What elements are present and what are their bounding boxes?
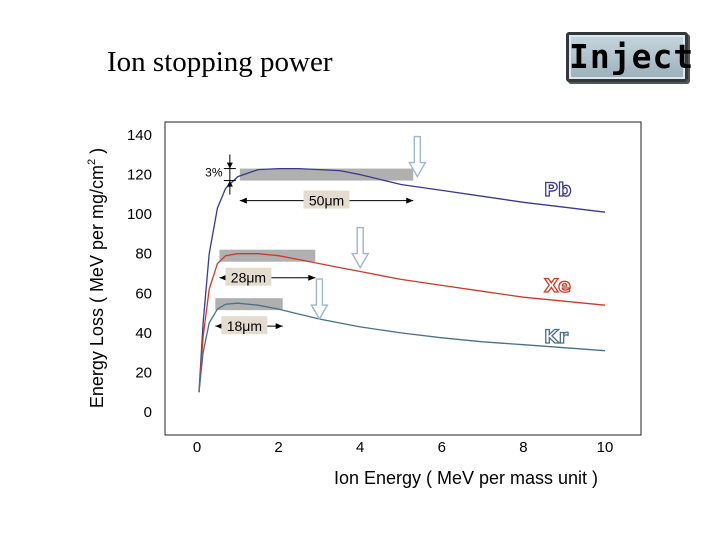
series-line-kr [198, 302, 606, 393]
variation-label: 3% [205, 166, 223, 180]
y-tick-label: 20 [135, 364, 152, 381]
range-label-pb: 50μm [309, 193, 344, 209]
x-tick-label: 6 [438, 439, 446, 456]
series-line-xe [198, 253, 606, 393]
range-label-kr: 18μm [227, 318, 262, 334]
range-label-box [303, 190, 350, 209]
slide-title: Ion stopping power [107, 46, 333, 78]
x-tick-label: 8 [519, 439, 527, 456]
series-line-pb [198, 167, 606, 393]
range-end-arrow-xe [350, 226, 370, 269]
series-label-kr: Kr [544, 326, 569, 348]
range-label-xe: 28μm [231, 270, 266, 286]
y-tick-label: 140 [127, 127, 152, 144]
x-axis-label: Ion Energy ( MeV per mass unit ) [334, 468, 598, 488]
y-tick-label: 100 [127, 206, 152, 223]
variation-arrowheads [226, 162, 233, 187]
x-tick-label: 10 [597, 439, 614, 456]
annotations: Pb Xe Kr 50μm 28μm 18μm 3% [205, 135, 572, 349]
inject-button[interactable]: Inject [566, 32, 693, 82]
y-tick-label: 0 [144, 404, 152, 421]
series-label-xe: Xe [544, 275, 571, 297]
y-tick-label: 80 [135, 246, 152, 263]
y-tick-label: 120 [127, 167, 152, 184]
x-tick-label: 2 [274, 439, 282, 456]
range-end-arrow-kr [310, 278, 329, 321]
y-tick-label: 40 [135, 325, 152, 342]
y-tick-label: 60 [135, 285, 152, 302]
series-label-pb: Pb [544, 179, 572, 201]
range-end-arrow-pb [408, 135, 427, 178]
range-label-box [221, 316, 268, 335]
series-lines [198, 167, 606, 393]
y-axis-label: Energy Loss ( MeV per mg/cm2 ) [86, 148, 107, 408]
x-tick-label: 4 [356, 439, 364, 456]
range-label-box [225, 267, 272, 286]
x-tick-label: 0 [193, 439, 201, 456]
